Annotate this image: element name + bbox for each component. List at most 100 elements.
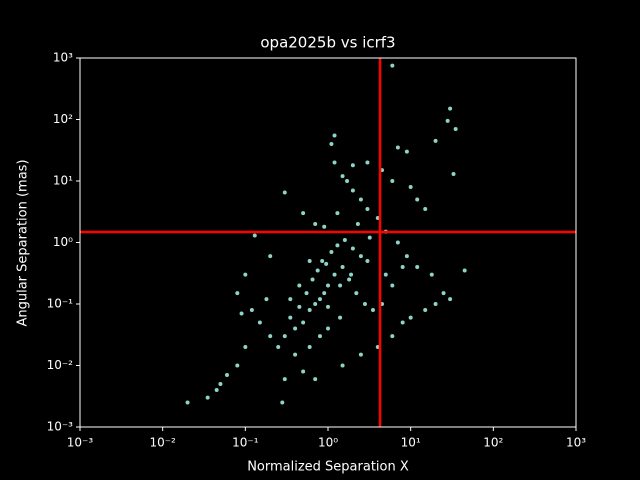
point: [433, 138, 438, 143]
y-tick-label: 10⁰: [53, 235, 73, 249]
point: [307, 259, 312, 264]
point: [404, 149, 409, 154]
point: [349, 272, 354, 277]
point: [243, 272, 248, 277]
x-tick-label: 10¹: [401, 436, 421, 450]
point: [315, 268, 320, 273]
point: [345, 179, 350, 183]
point: [445, 118, 450, 123]
point: [239, 311, 244, 316]
point: [317, 297, 322, 302]
point: [390, 179, 395, 183]
point: [249, 307, 254, 312]
point: [433, 302, 438, 306]
point: [313, 302, 318, 306]
point: [358, 254, 363, 259]
point: [288, 297, 293, 302]
point: [293, 326, 298, 331]
plot-area: [80, 58, 576, 427]
point: [276, 344, 281, 349]
point: [408, 184, 413, 189]
point: [340, 264, 345, 269]
x-tick-label: 10⁻³: [67, 436, 94, 450]
point: [375, 216, 380, 221]
point: [332, 160, 337, 165]
point: [338, 315, 343, 320]
axes-frame: [79, 57, 577, 428]
x-axis-label: Normalized Separation X: [247, 460, 409, 475]
point: [282, 334, 287, 339]
point: [214, 387, 219, 392]
y-tick-label: 10⁻¹: [47, 297, 74, 311]
x-tick-label: 10²: [483, 436, 503, 450]
y-tick-label: 10⁻²: [47, 358, 74, 372]
point: [365, 207, 370, 212]
point: [317, 334, 322, 339]
point: [320, 259, 325, 264]
point: [329, 250, 334, 255]
point: [462, 268, 467, 273]
point: [307, 307, 312, 312]
point: [350, 188, 355, 193]
point: [297, 283, 302, 288]
chart-title: opa2025b vs icrf3: [260, 34, 395, 52]
point: [332, 272, 337, 277]
point: [243, 344, 248, 349]
point: [448, 106, 453, 111]
point: [301, 211, 306, 216]
point: [383, 272, 388, 277]
point: [441, 291, 446, 296]
point: [268, 254, 273, 259]
point: [370, 307, 375, 312]
point: [313, 221, 318, 226]
point: [340, 363, 345, 368]
point: [264, 297, 269, 302]
x-tick-label: 10⁻¹: [232, 436, 259, 450]
point: [282, 190, 287, 195]
point: [408, 315, 413, 320]
point: [297, 304, 302, 309]
point: [326, 283, 330, 288]
point: [313, 377, 318, 382]
point: [400, 320, 405, 325]
y-axis-label: Angular Separation (mas): [16, 159, 31, 326]
point: [235, 291, 240, 296]
point: [326, 304, 330, 309]
point: [448, 297, 453, 302]
y-tick-label: 10²: [53, 112, 73, 126]
point: [342, 237, 347, 242]
point: [307, 344, 312, 349]
point: [390, 63, 395, 68]
point: [358, 197, 363, 202]
point: [301, 369, 306, 374]
point: [310, 277, 315, 282]
point: [415, 264, 420, 269]
point: [280, 400, 285, 405]
point: [185, 400, 190, 405]
point: [304, 291, 309, 296]
point: [322, 224, 327, 229]
y-tick-label: 10¹: [53, 174, 73, 188]
point: [375, 344, 380, 349]
point: [415, 197, 420, 202]
y-tick-label: 10⁻³: [47, 420, 74, 434]
point: [301, 320, 306, 325]
point: [362, 302, 367, 306]
point: [365, 160, 370, 165]
point: [293, 352, 298, 357]
point: [354, 291, 359, 296]
point: [350, 246, 355, 251]
point: [429, 272, 434, 277]
point: [235, 363, 240, 368]
point: [390, 334, 395, 339]
point: [367, 235, 372, 240]
point: [338, 283, 343, 288]
point: [252, 233, 257, 238]
point: [390, 283, 395, 288]
point: [205, 395, 210, 400]
point: [329, 141, 334, 146]
point: [288, 315, 293, 320]
point: [268, 334, 273, 339]
